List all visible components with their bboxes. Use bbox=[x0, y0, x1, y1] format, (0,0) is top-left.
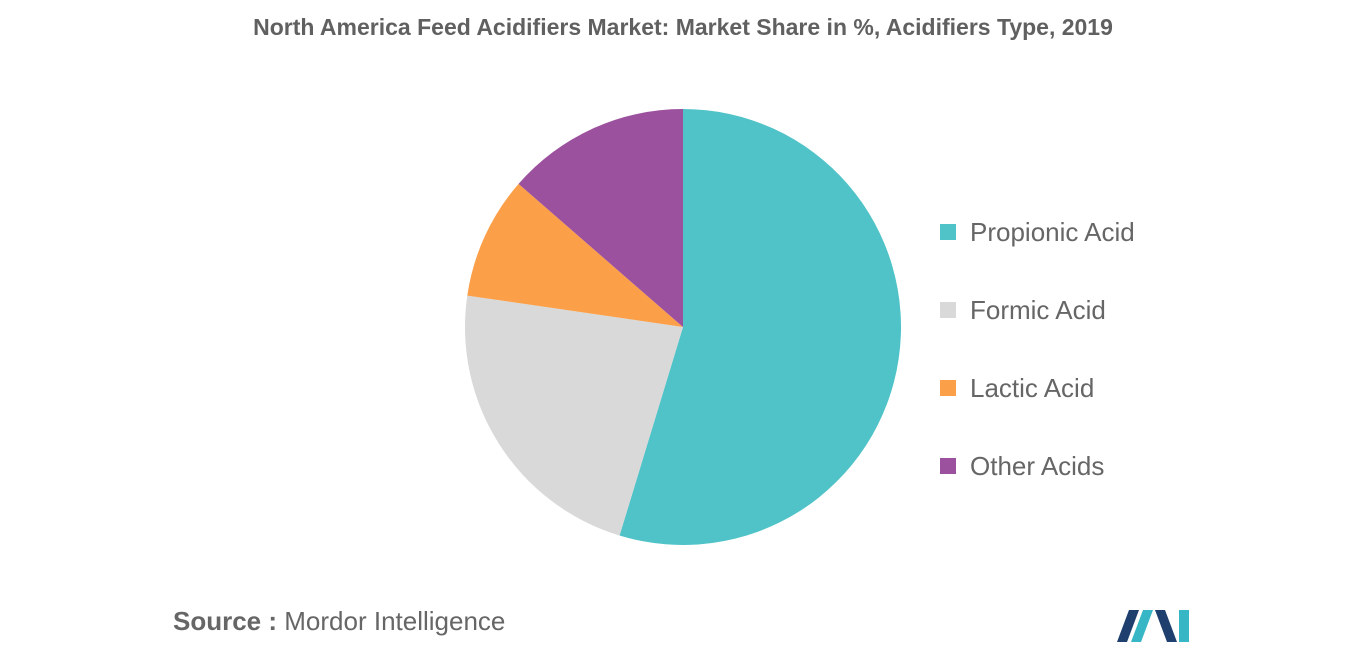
legend-label: Propionic Acid bbox=[970, 216, 1135, 247]
pie-slice-formic-acid bbox=[464, 295, 683, 536]
legend-item-other-acids: Other Acids bbox=[940, 427, 1135, 505]
legend-swatch bbox=[940, 302, 956, 318]
legend-item-propionic-acid: Propionic Acid bbox=[940, 193, 1135, 271]
source-note: Source : Mordor Intelligence bbox=[173, 606, 505, 637]
chart-legend: Propionic Acid Formic Acid Lactic Acid O… bbox=[940, 193, 1135, 505]
legend-swatch bbox=[940, 380, 956, 396]
legend-label: Other Acids bbox=[970, 450, 1105, 481]
pie-slices bbox=[464, 109, 902, 545]
pie-slice-lactic-acid bbox=[467, 183, 683, 327]
mordor-intelligence-logo-icon bbox=[1117, 610, 1189, 642]
chart-title: North America Feed Acidifiers Market: Ma… bbox=[253, 14, 1113, 40]
source-name: Mordor Intelligence bbox=[284, 606, 506, 636]
legend-swatch bbox=[940, 224, 956, 240]
source-prefix: Source : bbox=[173, 606, 278, 636]
pie-slice-propionic-acid bbox=[619, 109, 902, 545]
legend-swatch bbox=[940, 458, 956, 474]
pie-slice-other-acids bbox=[518, 109, 683, 327]
legend-item-formic-acid: Formic Acid bbox=[940, 271, 1135, 349]
legend-label: Lactic Acid bbox=[970, 372, 1095, 403]
legend-item-lactic-acid: Lactic Acid bbox=[940, 349, 1135, 427]
legend-label: Formic Acid bbox=[970, 294, 1106, 325]
